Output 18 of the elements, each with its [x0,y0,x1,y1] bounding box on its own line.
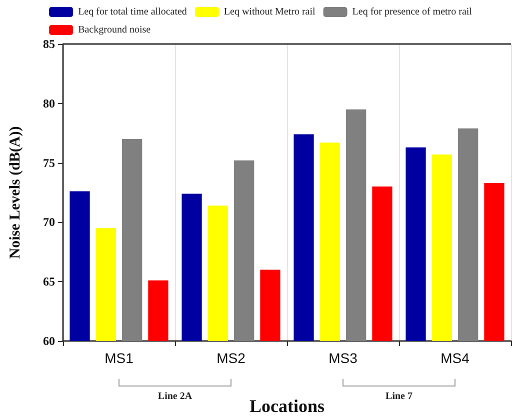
x-tick-label: MS3 [328,350,358,366]
y-tick-label: 75 [43,156,55,170]
x-tick-label: MS4 [440,350,470,366]
y-tick-label: 85 [43,37,55,51]
legend-label: Leq for total time allocated [78,6,187,18]
y-tick-label: 70 [43,215,55,230]
legend-label: Background noise [78,24,152,36]
text: Line 2A [158,391,192,402]
x-axis-title: Locations [249,396,325,416]
legend-label: Leq without Metro rail [224,6,316,18]
y-axis-title: Noise Levels (dB(A)) [8,126,24,259]
y-tick-label: 65 [43,274,55,289]
x-tick-label: MS1 [104,350,134,366]
y-tick-label: 60 [43,334,55,348]
y-tick-label: 80 [43,96,55,110]
legend-label: Leq for presence of metro rail [352,6,472,18]
text: Line 7 [386,391,412,402]
x-tick-label: MS2 [216,350,246,366]
